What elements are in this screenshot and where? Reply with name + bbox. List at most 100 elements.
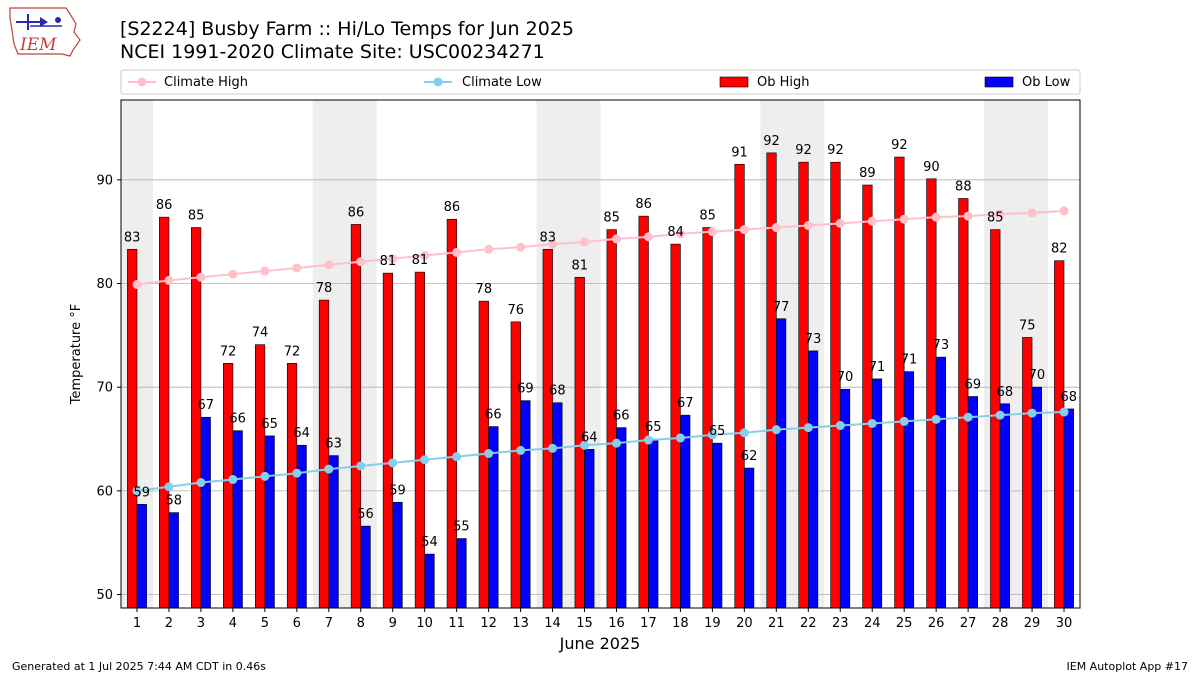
climate-low-point-2: [164, 482, 174, 492]
x-tick-label-14: 14: [544, 616, 561, 631]
climate-high-point-13: [516, 242, 526, 252]
ob-low-bar-20: [744, 467, 755, 609]
climate-low-point-24: [867, 418, 877, 428]
climate-high-point-29: [1027, 208, 1037, 218]
ob-high-bar-27: [958, 198, 969, 609]
footer-app: IEM Autoplot App #17: [1067, 660, 1189, 673]
ob-low-bar-9: [392, 501, 403, 609]
ob-high-label-24: 89: [859, 166, 876, 181]
climate-high-point-30: [1059, 206, 1069, 216]
ob-high-label-10: 81: [412, 253, 429, 268]
ob-low-label-2: 58: [165, 494, 182, 509]
climate-low-point-23: [835, 421, 845, 431]
x-tick-label-4: 4: [229, 616, 237, 631]
ob-high-bar-13: [510, 321, 521, 609]
climate-low-point-30: [1059, 407, 1069, 417]
ob-low-label-3: 67: [197, 398, 214, 413]
climate-high-point-20: [739, 225, 749, 235]
x-tick-label-13: 13: [512, 616, 529, 631]
climate-high-point-2: [164, 275, 174, 285]
x-tick-label-15: 15: [576, 616, 593, 631]
ob-high-bar-25: [894, 156, 905, 609]
ob-high-label-18: 84: [667, 225, 684, 240]
ob-high-bar-24: [862, 184, 873, 609]
ob-low-label-7: 63: [325, 437, 342, 452]
legend-frame: [120, 69, 1081, 95]
ob-low-label-27: 69: [965, 378, 982, 393]
ob-low-label-13: 69: [517, 382, 534, 397]
climate-high-point-9: [388, 254, 398, 264]
x-tick-label-12: 12: [480, 616, 497, 631]
climate-low-point-14: [548, 443, 558, 453]
ob-low-label-19: 65: [709, 424, 726, 439]
x-tick-label-21: 21: [768, 616, 785, 631]
ob-high-bar-21: [766, 152, 777, 609]
climate-low-point-7: [324, 464, 334, 474]
y-tick-label-90: 90: [96, 173, 113, 188]
ob-low-label-26: 73: [933, 338, 950, 353]
ob-high-label-1: 83: [124, 230, 141, 245]
ob-high-label-9: 81: [380, 254, 397, 269]
ob-high-label-22: 92: [795, 143, 812, 158]
chart-title: [S2224] Busby Farm :: Hi/Lo Temps for Ju…: [120, 18, 574, 40]
ob-high-label-29: 75: [1019, 318, 1036, 333]
ob-high-label-16: 85: [603, 211, 620, 226]
climate-low-point-1: [132, 486, 142, 496]
x-tick-label-8: 8: [357, 616, 365, 631]
climate-low-point-3: [196, 478, 206, 488]
ob-low-bar-11: [456, 538, 467, 609]
ob-high-label-3: 85: [188, 209, 205, 224]
ob-high-bar-11: [446, 218, 457, 609]
climate-high-point-10: [420, 251, 430, 261]
ob-low-bar-4: [232, 430, 243, 609]
climate-low-point-26: [931, 414, 941, 424]
ob-low-label-25: 71: [901, 353, 918, 368]
climate-low-point-10: [420, 455, 430, 465]
climate-high-point-16: [611, 234, 621, 244]
chart-subtitle: NCEI 1991-2020 Climate Site: USC00234271: [120, 41, 545, 63]
x-tick-label-9: 9: [389, 616, 397, 631]
bar-value-labels: 83 59 86 58 85 67 72 66 74 65 72 64 78 63 86 56 81 59 81 54…: [124, 134, 1077, 550]
ob-low-bar-29: [1031, 386, 1042, 609]
plot-frame: [120, 99, 1081, 609]
x-tick-label-1: 1: [133, 616, 141, 631]
ob-low-bar-28: [999, 403, 1010, 609]
ob-low-label-1: 59: [134, 485, 151, 500]
ob-high-bar-8: [350, 224, 362, 609]
ob-low-bar-25: [903, 371, 915, 609]
x-tick-label-17: 17: [640, 616, 657, 631]
ob-low-bar-1: [136, 504, 147, 609]
climate-high-point-7: [324, 260, 334, 270]
ob-high-label-25: 92: [891, 138, 908, 153]
climate-low-point-12: [484, 449, 494, 459]
ob-high-bar-10: [414, 271, 425, 609]
legend: Climate High Climate Low Ob High Ob Low: [120, 69, 1081, 95]
ob-high-label-30: 82: [1051, 242, 1068, 257]
legend-label-ob-low: Ob Low: [1022, 75, 1071, 90]
ob-high-bar-14: [542, 248, 553, 609]
ob-high-label-8: 86: [348, 205, 365, 220]
climate-low-point-29: [1027, 408, 1037, 418]
ob-low-label-5: 65: [261, 417, 278, 432]
x-axis-label: June 2025: [559, 634, 641, 653]
climate-low-point-28: [995, 410, 1005, 420]
y-tick-label-60: 60: [96, 484, 113, 499]
footer-generated: Generated at 1 Jul 2025 7:44 AM CDT in 0…: [12, 660, 266, 673]
climate-low-point-13: [516, 445, 526, 455]
ob-low-label-28: 68: [997, 385, 1014, 400]
ob-high-label-7: 78: [316, 281, 333, 296]
ob-high-label-5: 74: [252, 326, 269, 341]
ob-high-bar-26: [926, 178, 937, 609]
climate-low-point-9: [388, 458, 398, 468]
y-tick-label-50: 50: [96, 588, 113, 603]
ob-low-label-16: 66: [613, 409, 630, 424]
ob-high-bar-18: [670, 243, 681, 609]
climate-low-point-8: [356, 461, 366, 471]
ob-low-bar-8: [360, 525, 371, 609]
climate-high-point-12: [484, 244, 494, 254]
x-tick-label-20: 20: [736, 616, 753, 631]
x-tick-label-29: 29: [1024, 616, 1041, 631]
ob-low-label-24: 71: [869, 360, 886, 375]
ob-low-label-30: 68: [1061, 390, 1078, 405]
